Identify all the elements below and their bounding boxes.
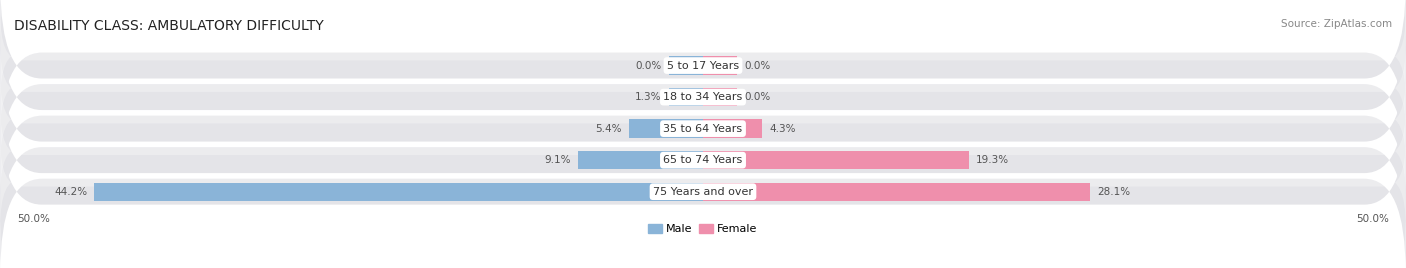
FancyBboxPatch shape	[0, 0, 1406, 147]
Text: 5 to 17 Years: 5 to 17 Years	[666, 61, 740, 70]
Text: 50.0%: 50.0%	[1357, 214, 1389, 224]
FancyBboxPatch shape	[0, 139, 1406, 226]
Text: 18 to 34 Years: 18 to 34 Years	[664, 92, 742, 102]
Text: 19.3%: 19.3%	[976, 155, 1010, 165]
Bar	[628, 120, 703, 138]
Text: 0.0%: 0.0%	[636, 61, 662, 70]
Text: 28.1%: 28.1%	[1097, 187, 1130, 197]
Bar	[703, 183, 1090, 201]
Text: 9.1%: 9.1%	[544, 155, 571, 165]
FancyBboxPatch shape	[0, 13, 1406, 100]
Bar	[669, 57, 703, 75]
FancyBboxPatch shape	[0, 108, 1406, 195]
Bar	[94, 183, 703, 201]
Text: 65 to 74 Years: 65 to 74 Years	[664, 155, 742, 165]
FancyBboxPatch shape	[0, 79, 1406, 242]
FancyBboxPatch shape	[0, 47, 1406, 210]
FancyBboxPatch shape	[0, 110, 1406, 268]
Bar	[703, 57, 738, 75]
Text: 75 Years and over: 75 Years and over	[652, 187, 754, 197]
Bar	[703, 88, 738, 106]
Text: 44.2%: 44.2%	[53, 187, 87, 197]
Bar	[703, 120, 762, 138]
FancyBboxPatch shape	[0, 16, 1406, 179]
Text: 0.0%: 0.0%	[744, 61, 770, 70]
Bar	[578, 151, 703, 169]
FancyBboxPatch shape	[0, 76, 1406, 163]
Text: DISABILITY CLASS: AMBULATORY DIFFICULTY: DISABILITY CLASS: AMBULATORY DIFFICULTY	[14, 19, 323, 33]
Text: Source: ZipAtlas.com: Source: ZipAtlas.com	[1281, 19, 1392, 29]
Text: 5.4%: 5.4%	[595, 124, 621, 134]
FancyBboxPatch shape	[0, 45, 1406, 132]
Legend: Male, Female: Male, Female	[644, 219, 762, 239]
Text: 35 to 64 Years: 35 to 64 Years	[664, 124, 742, 134]
Bar	[669, 88, 703, 106]
Text: 1.3%: 1.3%	[636, 92, 662, 102]
Text: 0.0%: 0.0%	[744, 92, 770, 102]
Text: 50.0%: 50.0%	[17, 214, 49, 224]
Bar	[703, 151, 969, 169]
Text: 4.3%: 4.3%	[769, 124, 796, 134]
